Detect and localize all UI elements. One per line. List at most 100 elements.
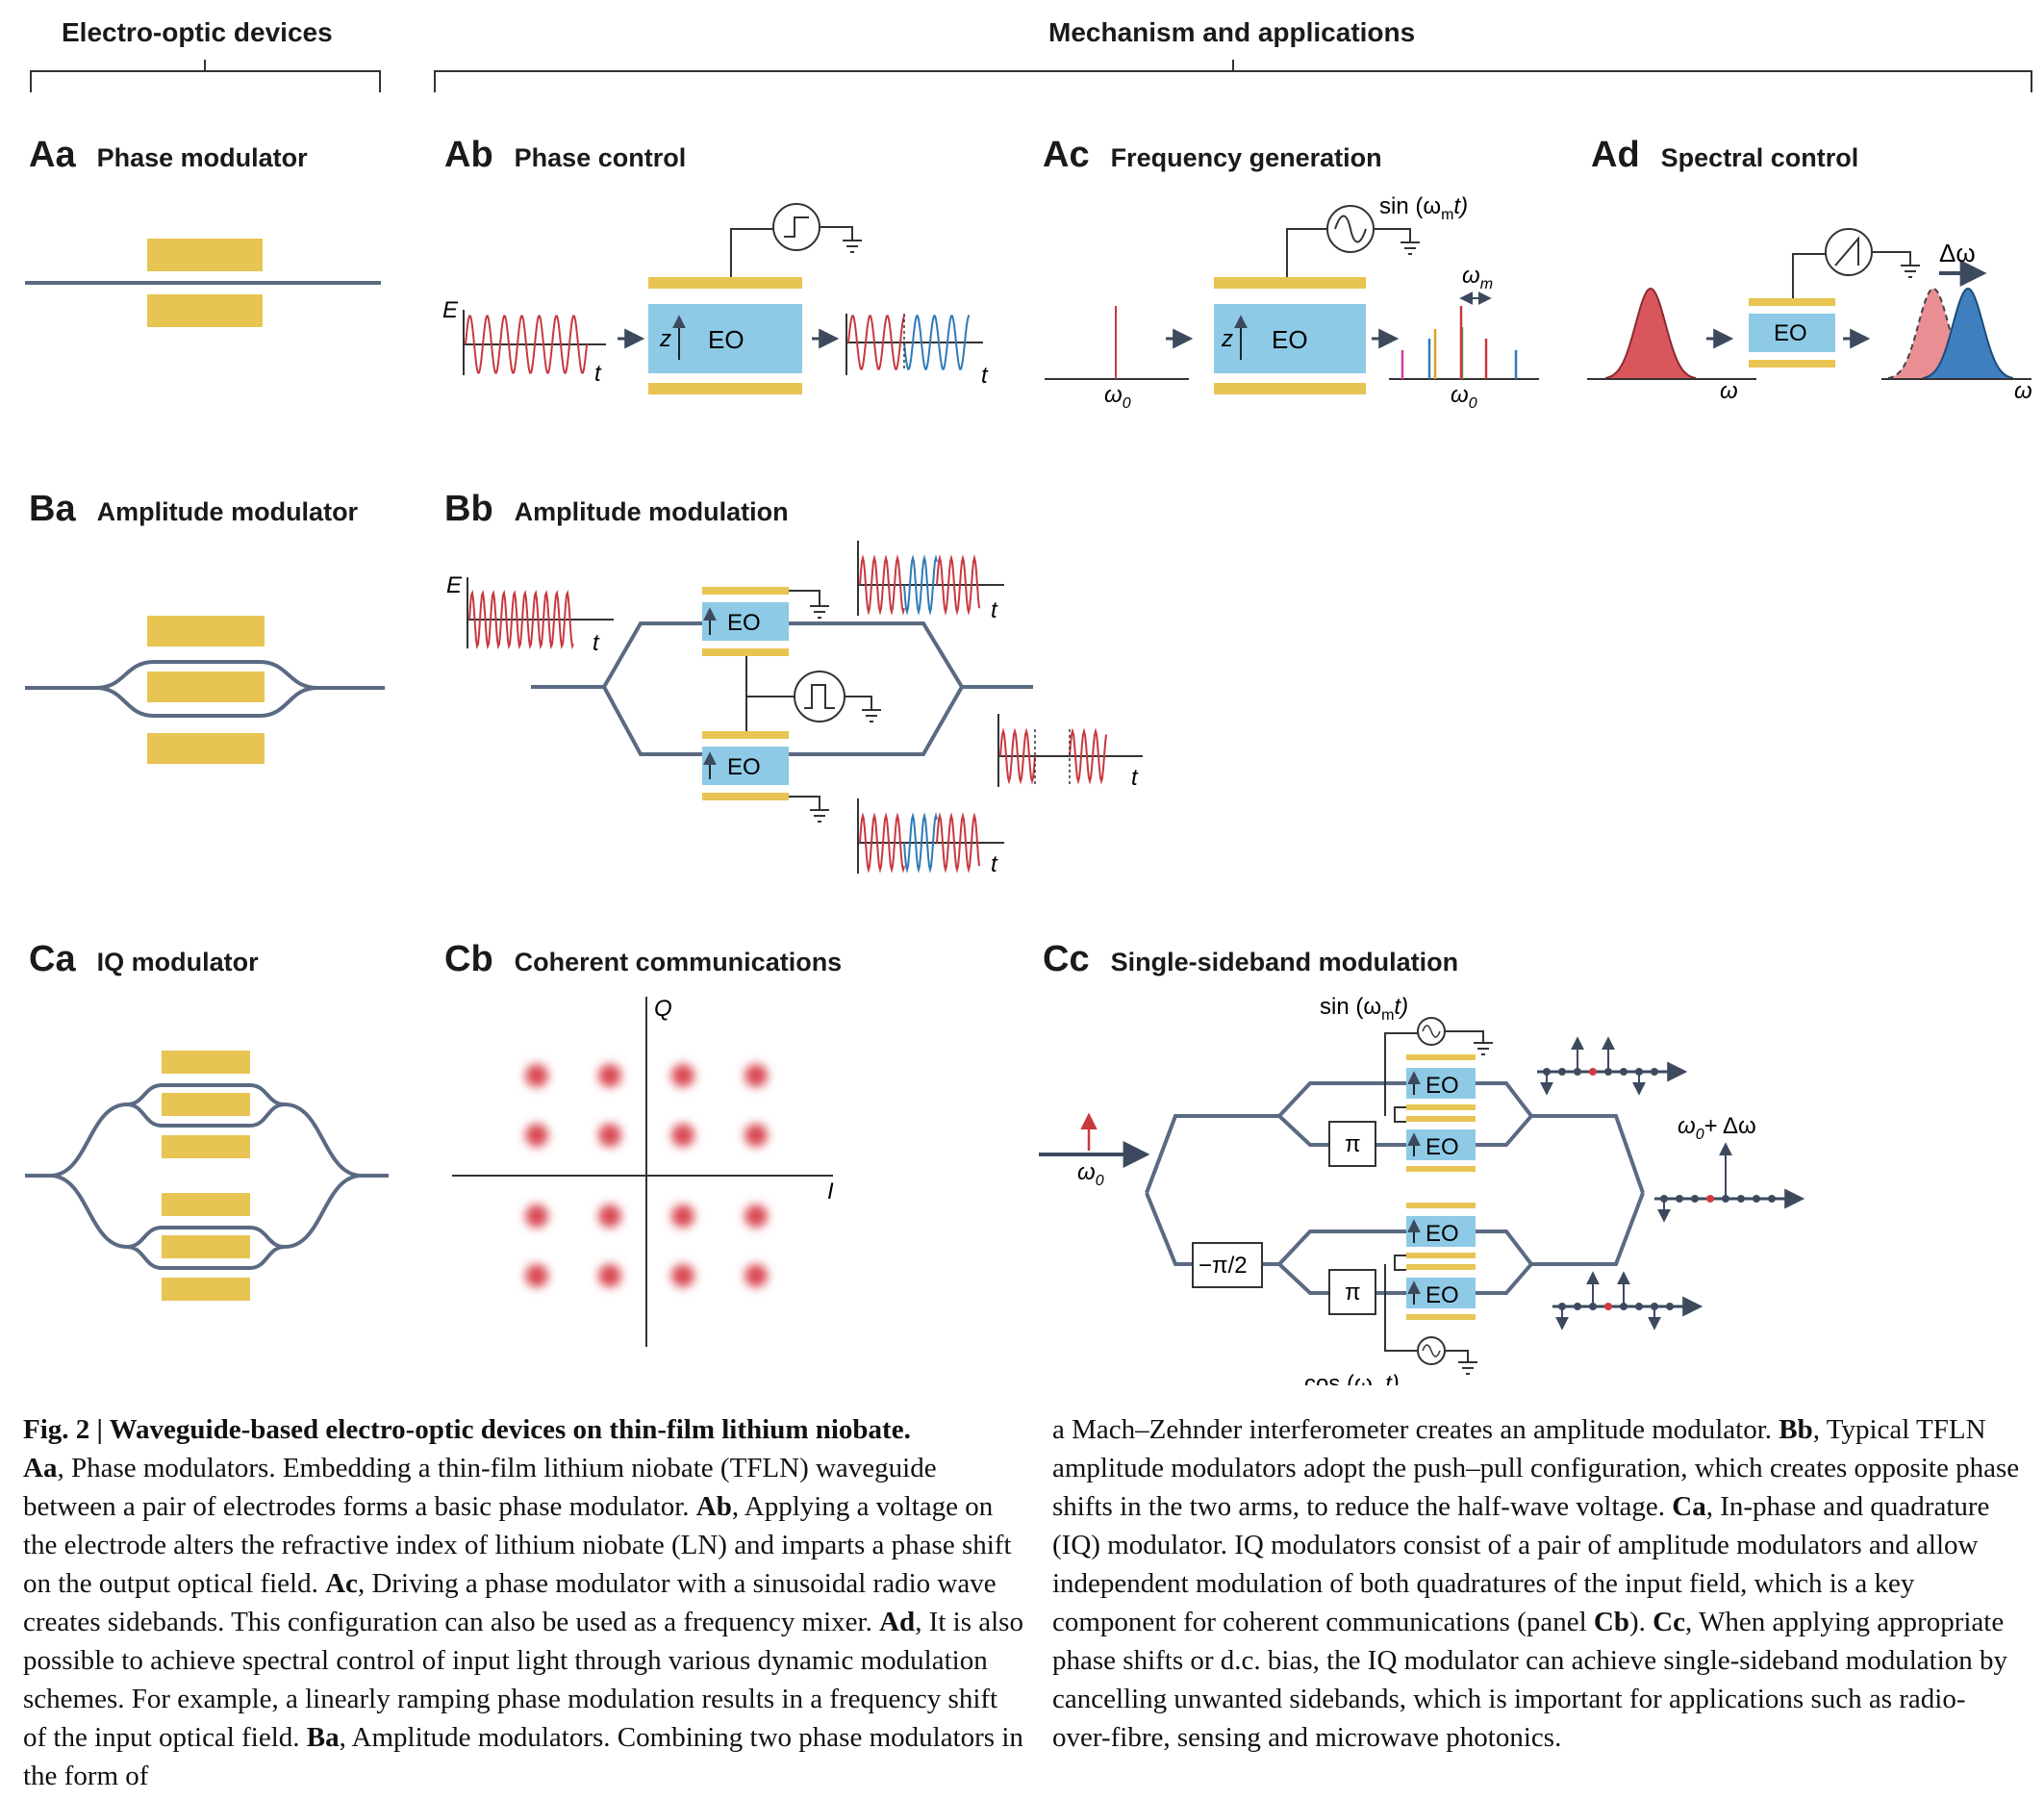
caption-bold: Aa <box>23 1453 58 1483</box>
electrode-bottom <box>1214 383 1366 394</box>
caption-text: , It is also possible to achieve spectra… <box>23 1607 1023 1753</box>
panel-label-cb: Cb Coherent communications <box>444 939 842 980</box>
upper-wave-a <box>859 554 905 616</box>
panel-code: Ac <box>1043 135 1090 175</box>
panel-label-aa: Aa Phase modulator <box>29 135 308 176</box>
constellation-point <box>671 1264 694 1287</box>
panel-code: Cc <box>1043 939 1090 979</box>
minus-pi-half-box <box>1192 1242 1263 1288</box>
spectral-bin <box>1589 1068 1597 1076</box>
caption-right-column: a Mach–Zehnder interferometer creates an… <box>1052 1410 2024 1757</box>
constellation-point <box>671 1064 694 1087</box>
eo-label: EO <box>1426 1221 1459 1247</box>
ground-icon <box>1445 1350 1477 1375</box>
electrode <box>162 1051 250 1074</box>
caption-text: , Phase modulators. Embedding a thin-fil… <box>23 1453 937 1522</box>
z-axis-label: z <box>659 326 671 352</box>
eo-label: EO <box>1426 1073 1459 1099</box>
mzi-waveguide <box>531 621 1033 756</box>
caption-bold: Ca <box>1672 1491 1706 1522</box>
electrode-mid-2 <box>702 731 789 739</box>
t-axis-label: t <box>981 363 989 389</box>
caption-bold: Ab <box>695 1491 732 1522</box>
caption-bold: Cc <box>1653 1607 1685 1637</box>
caption-bold: Bb <box>1779 1414 1813 1445</box>
panel-code: Aa <box>29 135 76 175</box>
electrode-bottom <box>1749 360 1835 368</box>
upper-wave-b <box>903 554 938 616</box>
spectral-bin <box>1737 1195 1745 1203</box>
electrode-bottom <box>648 383 802 394</box>
q-axis-label: Q <box>654 996 672 1022</box>
spectral-bin <box>1651 1068 1658 1076</box>
constellation-point <box>598 1204 621 1228</box>
constellation-point <box>744 1064 768 1087</box>
delta-omega-label: Δω <box>1939 239 1976 267</box>
panel-code: Cb <box>444 939 493 979</box>
constellation-point <box>744 1124 768 1147</box>
ground-icon <box>789 590 829 619</box>
eo-label: EO <box>1426 1134 1459 1160</box>
constellation-point <box>671 1204 694 1228</box>
output-wave-b <box>1069 727 1107 785</box>
output-wave-a <box>999 727 1036 785</box>
pulse-icon <box>804 684 835 709</box>
t-axis-label: t <box>1131 765 1139 791</box>
panel-label-bb: Bb Amplitude modulation <box>444 489 789 530</box>
caption-text: , In-phase and quadrature (IQ) modulator… <box>1052 1491 1990 1637</box>
ground-icon <box>1374 228 1420 255</box>
e-axis-label: E <box>446 572 463 598</box>
upper-wave-c <box>936 554 980 616</box>
panel-label-ab: Ab Phase control <box>444 135 686 176</box>
input-wave <box>468 589 574 650</box>
omega0-label: ω0 <box>1451 382 1477 412</box>
z-axis-label: z <box>1221 326 1233 352</box>
spectral-bin <box>1558 1068 1566 1076</box>
spectral-bin <box>1604 1068 1612 1076</box>
panel-label-ad: Ad Spectral control <box>1591 135 1858 176</box>
spectral-bin <box>1620 1068 1628 1076</box>
sin-label: sin (ωmt) <box>1320 994 1408 1024</box>
panel-title: Single-sideband modulation <box>1110 948 1459 976</box>
header-bracket-right <box>434 60 2032 92</box>
i-axis-label: I <box>827 1179 834 1204</box>
electrode-bottom-2 <box>702 793 789 800</box>
panel-title: Amplitude modulator <box>96 497 359 526</box>
ramp-voltage-source <box>1825 228 1873 276</box>
step-icon <box>784 216 809 238</box>
panel-title: Phase modulator <box>96 143 308 172</box>
ssb-modulation-diagram: ω0 EO EO EO EO sin (ωmt) <box>1039 994 1805 1385</box>
header-electro-optic-devices: Electro-optic devices <box>62 17 333 47</box>
lower-wave-c <box>936 812 980 874</box>
pi-label: π <box>1345 1280 1361 1306</box>
caption-left-column: Fig. 2 | Waveguide-based electro-optic d… <box>23 1410 1023 1795</box>
constellation-point <box>525 1204 548 1228</box>
eo-block <box>1749 314 1835 352</box>
iq-modulator-device <box>25 1051 389 1301</box>
electrode-bottom <box>147 294 263 327</box>
t-axis-label: t <box>991 597 998 623</box>
constellation-point <box>598 1064 621 1087</box>
amplitude-modulation-diagram: E t EO EO t t <box>446 541 1143 877</box>
input-spectrum <box>1605 287 1696 380</box>
omega0-plus-delta-label: ω0+ Δω <box>1678 1113 1756 1143</box>
caption-text: , Typical TFLN amplitude modulators adop… <box>1052 1414 2020 1522</box>
electrode-bottom <box>147 733 265 764</box>
amplitude-modulator-device <box>25 616 385 764</box>
spectral-bin <box>1651 1303 1658 1310</box>
panel-title: Amplitude modulation <box>514 497 789 526</box>
eo-label: EO <box>1426 1282 1459 1308</box>
constellation-point <box>744 1204 768 1228</box>
caption-text: , Driving a phase modulator with a sinus… <box>23 1568 997 1637</box>
pi-label: π <box>1345 1131 1361 1157</box>
panel-code: Ad <box>1591 135 1640 175</box>
lower-wave-a <box>859 812 905 874</box>
spectral-bin <box>1722 1195 1729 1203</box>
eo-label: EO <box>708 325 744 354</box>
spectral-bin <box>1768 1195 1776 1203</box>
caption-text: ). <box>1628 1607 1653 1637</box>
electrode-top <box>147 239 263 271</box>
spectral-bin <box>1635 1303 1643 1310</box>
omega-label: ω <box>2014 378 2032 404</box>
sine-icon <box>1422 1344 1441 1357</box>
